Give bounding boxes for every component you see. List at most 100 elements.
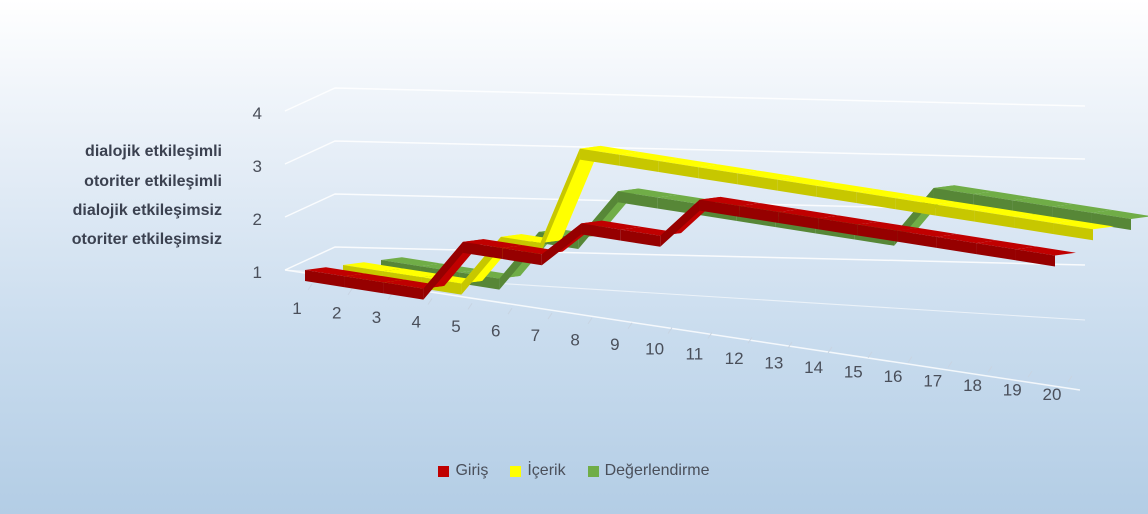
legend-item-degerlendirme: Değerlendirme [587, 462, 710, 480]
series-icerik-segment-15 [895, 198, 936, 216]
series-degerlendirme-segment-19 [1091, 212, 1131, 230]
series-icerik-segment-14 [856, 192, 896, 210]
legend-label-degerlendirme: Değerlendirme [604, 462, 710, 479]
series-degerlendirme-top-19 [1091, 210, 1148, 219]
series-icerik-top-6 [540, 145, 601, 244]
series-giris-segment-3 [383, 282, 424, 300]
x-tickmark-18 [987, 366, 993, 373]
series-giris-segment-1 [305, 270, 345, 288]
x-tick-13: 13 [764, 353, 783, 372]
series-degerlendirme-top-17 [1012, 197, 1073, 207]
series-giris-top-16 [897, 227, 958, 237]
x-tickmark-19 [1027, 370, 1033, 378]
series-icerik-top-12 [777, 176, 838, 186]
series-giris-top-18 [976, 240, 1037, 250]
x-tick-15: 15 [844, 362, 863, 381]
series-icerik-segment-7 [579, 148, 620, 166]
y-tick-3: 3 [253, 157, 262, 176]
series-giris-top-2 [344, 273, 405, 283]
series-giris-segment-19 [1015, 249, 1055, 267]
legend-item-icerik: İçerik [510, 462, 566, 480]
x-tickmark-6 [507, 307, 513, 315]
series-icerik-top-17 [974, 207, 1035, 217]
series-icerik-top-8 [619, 152, 680, 161]
x-tickmark-4 [427, 298, 433, 305]
x-tickmark-12 [747, 336, 753, 344]
series-icerik-top-7 [579, 145, 641, 155]
series-icerik-top-10 [698, 164, 759, 174]
x-tickmark-1 [307, 283, 313, 291]
x-tickmark-14 [827, 346, 833, 354]
y-tick-1: 1 [253, 263, 262, 282]
x-tick-4: 4 [411, 313, 420, 332]
x-tick-20: 20 [1043, 385, 1062, 404]
series-icerik-segment-8 [619, 154, 659, 172]
series-degerlendirme-segment-18 [1052, 206, 1092, 224]
x-tickmark-10 [667, 327, 673, 334]
x-tickmark-3 [387, 293, 393, 300]
series-icerik-top-11 [737, 170, 799, 180]
series-giris-segment-11 [699, 199, 740, 217]
series-degerlendirme-top-16 [973, 191, 1034, 201]
series-degerlendirme-top-18 [1052, 203, 1113, 213]
x-tickmark-20 [1067, 375, 1073, 383]
series-giris-segment-14 [818, 218, 858, 236]
series-giris-segment-16 [897, 230, 937, 248]
x-tick-12: 12 [725, 349, 744, 368]
x-tick-18: 18 [963, 376, 982, 395]
series-giris-top-8 [581, 220, 642, 230]
series-icerik-segment-6 [540, 148, 580, 255]
series-icerik-top-13 [816, 183, 878, 193]
x-tick-11: 11 [686, 344, 704, 363]
series-icerik-top-16 [935, 201, 996, 211]
x-tickmark-8 [587, 317, 593, 325]
x-tickmark-7 [547, 312, 553, 320]
x-tick-14: 14 [804, 358, 823, 377]
series-giris-segment-12 [739, 205, 779, 224]
series-degerlendirme-top-1 [381, 257, 442, 267]
series-icerik-top-1 [343, 262, 404, 272]
series-icerik-segment-10 [698, 167, 738, 185]
x-tick-3: 3 [372, 308, 381, 327]
series-giris-top-11 [699, 196, 761, 206]
x-tickmark-15 [867, 351, 873, 359]
y-level-label-2: dialojik etkileşimsiz [72, 202, 222, 219]
series-icerik-segment-19 [1053, 223, 1093, 241]
x-tick-10: 10 [645, 340, 664, 359]
x-tickmark-9 [627, 322, 633, 330]
series-icerik-top-18 [1014, 214, 1075, 224]
series-giris-top-13 [778, 209, 840, 219]
series-giris-segment-17 [936, 236, 977, 255]
series-degerlendirme-top-15 [933, 185, 995, 195]
series-giris-segment-4 [423, 241, 463, 300]
gridline-1 [284, 246, 1086, 271]
series-giris-segment-2 [344, 276, 384, 294]
series-degerlendirme-segment-17 [1012, 200, 1053, 218]
x-tick-16: 16 [884, 367, 903, 386]
legend: Giriş İçerik Değerlendirme [0, 462, 1148, 480]
gridline-2 [284, 193, 1086, 218]
series-giris-segment-6 [502, 248, 542, 266]
series-giris-top-12 [739, 203, 800, 213]
legend-label-icerik: İçerik [527, 462, 566, 479]
series-icerik-segment-18 [1014, 216, 1054, 235]
series-icerik-segment-12 [777, 179, 817, 197]
gridline-3 [284, 140, 1086, 165]
series-icerik-segment-11 [737, 173, 778, 191]
series-icerik-top-2 [382, 268, 443, 278]
series-giris-top-19 [1015, 246, 1076, 256]
series-icerik-top-9 [658, 158, 720, 168]
series-giris-segment-7 [541, 223, 582, 266]
legend-item-giris: Giriş [438, 462, 488, 480]
gridline-4 [284, 87, 1086, 112]
y-level-label-4: dialojik etkileşimli [85, 143, 222, 160]
x-tickmark-17 [947, 361, 953, 368]
y-tick-4: 4 [253, 104, 262, 123]
series-giris-segment-8 [581, 223, 621, 241]
x-tick-5: 5 [451, 317, 460, 336]
x-tick-7: 7 [531, 326, 540, 345]
x-tickmark-2 [347, 288, 353, 296]
series-giris-top-17 [936, 234, 997, 244]
